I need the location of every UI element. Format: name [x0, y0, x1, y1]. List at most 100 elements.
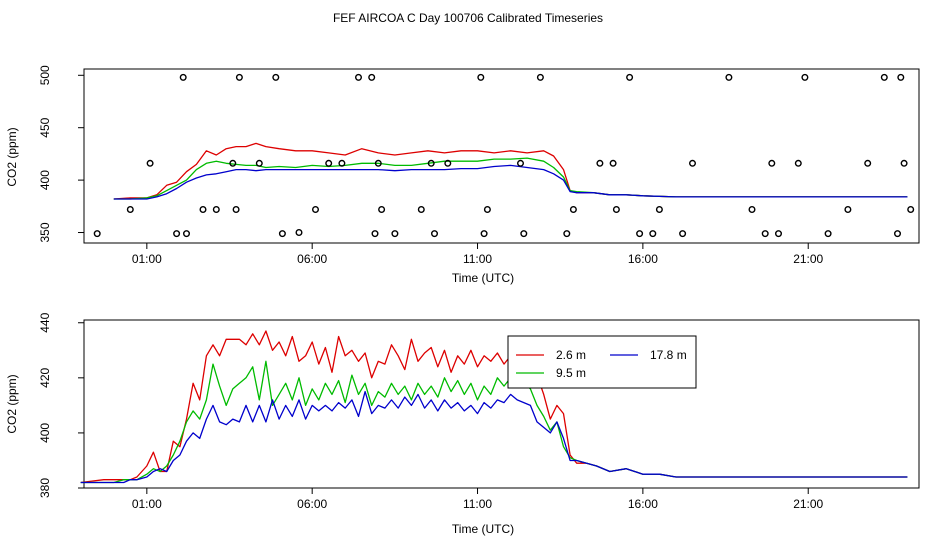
flag-point	[563, 230, 571, 238]
flag-point	[824, 230, 832, 238]
legend-label-9-5m: 9.5 m	[556, 366, 586, 380]
flag-point	[536, 73, 544, 81]
top-x-tick-label: 11:00	[463, 252, 492, 266]
flag-point	[312, 205, 320, 213]
flag-point	[517, 159, 525, 167]
flag-point	[295, 228, 303, 236]
flag-point	[126, 205, 134, 213]
flag-point	[444, 159, 452, 167]
flag-point	[93, 230, 101, 238]
top-series-17-8-m-line	[113, 164, 908, 200]
flag-point	[612, 205, 620, 213]
flag-point	[748, 205, 756, 213]
flag-point	[255, 159, 263, 167]
flag-point	[679, 230, 687, 238]
top-axes: 01:00 06:00 11:00 16:00 21:00 350 400 450 500	[38, 65, 823, 266]
flag-point	[232, 205, 240, 213]
top-y-tick-label: 350	[38, 222, 52, 242]
flag-point	[794, 159, 802, 167]
flag-point	[900, 159, 908, 167]
bottom-y-tick-label: 420	[38, 368, 52, 388]
flag-point	[907, 205, 915, 213]
flag-point	[483, 205, 491, 213]
bottom-series-2-6-m-line	[80, 330, 908, 484]
bottom-plot-frame	[83, 319, 920, 489]
flag-point	[480, 230, 488, 238]
flag-point	[355, 73, 363, 81]
flag-point	[894, 230, 902, 238]
legend: 2.6 m 9.5 m 17.8 m	[507, 335, 697, 389]
top-x-tick-label: 16:00	[628, 252, 658, 266]
flag-point	[775, 230, 783, 238]
bottom-axes: 01:00 06:00 11:00 16:00 21:00 380 400 420 440	[38, 312, 823, 511]
flag-point	[844, 205, 852, 213]
flag-point	[179, 73, 187, 81]
flag-point	[864, 159, 872, 167]
flag-point	[427, 159, 435, 167]
top-series	[113, 142, 908, 200]
bottom-series-9-5-m-line	[80, 360, 908, 484]
top-panel: 01:00 06:00 11:00 16:00 21:00 350 400 450 500 Ti…	[5, 65, 920, 285]
flag-point	[609, 159, 617, 167]
bottom-series-17-8-m-line	[80, 390, 908, 484]
flag-point	[880, 73, 888, 81]
top-y-tick-label: 450	[38, 117, 52, 137]
flag-point	[371, 230, 379, 238]
flag-point	[146, 159, 154, 167]
flag-point	[655, 205, 663, 213]
flag-point	[761, 230, 769, 238]
flag-point	[689, 159, 697, 167]
bottom-x-axis-title: Time (UTC)	[452, 522, 514, 536]
flag-point	[725, 73, 733, 81]
bottom-x-tick-label: 16:00	[628, 497, 658, 511]
flag-point	[636, 230, 644, 238]
top-flag-points	[93, 73, 915, 238]
top-series-9-5-m-line	[113, 157, 908, 200]
legend-label-17-8m: 17.8 m	[650, 348, 687, 362]
legend-box	[507, 335, 697, 389]
flag-point	[212, 205, 220, 213]
flag-point	[569, 205, 577, 213]
bottom-x-tick-label: 01:00	[132, 497, 162, 511]
top-y-tick-label: 500	[38, 65, 52, 85]
top-plot-frame	[83, 68, 920, 244]
flag-point	[801, 73, 809, 81]
bottom-y-tick-label: 440	[38, 312, 52, 332]
flag-point	[235, 73, 243, 81]
flag-point	[378, 205, 386, 213]
top-y-axis-title: CO2 (ppm)	[5, 127, 19, 186]
flag-point	[520, 230, 528, 238]
flag-point	[626, 73, 634, 81]
flag-point	[391, 230, 399, 238]
flag-point	[368, 73, 376, 81]
flag-point	[272, 73, 280, 81]
flag-point	[173, 230, 181, 238]
flag-point	[649, 230, 657, 238]
bottom-x-tick-label: 11:00	[463, 497, 492, 511]
flag-point	[229, 159, 237, 167]
flag-point	[768, 159, 776, 167]
flag-point	[374, 159, 382, 167]
flag-point	[182, 230, 190, 238]
flag-point	[325, 159, 333, 167]
flag-point	[477, 73, 485, 81]
bottom-panel: 01:00 06:00 11:00 16:00 21:00 380 400 420 440 Ti…	[5, 312, 920, 536]
top-series-2-6-m-line	[113, 142, 908, 200]
bottom-y-tick-label: 400	[38, 423, 52, 443]
top-x-tick-label: 21:00	[793, 252, 823, 266]
top-x-tick-label: 01:00	[132, 252, 162, 266]
legend-label-2-6m: 2.6 m	[556, 348, 586, 362]
top-x-tick-label: 06:00	[297, 252, 327, 266]
bottom-x-tick-label: 06:00	[297, 497, 327, 511]
bottom-y-axis-title: CO2 (ppm)	[5, 374, 19, 433]
top-x-axis-title: Time (UTC)	[452, 271, 514, 285]
bottom-y-tick-label: 380	[38, 478, 52, 498]
flag-point	[897, 73, 905, 81]
flag-point	[199, 205, 207, 213]
top-y-tick-label: 400	[38, 170, 52, 190]
chart-title: FEF AIRCOA C Day 100706 Calibrated Times…	[333, 11, 603, 25]
flag-point	[338, 159, 346, 167]
flag-point	[431, 230, 439, 238]
flag-point	[417, 205, 425, 213]
